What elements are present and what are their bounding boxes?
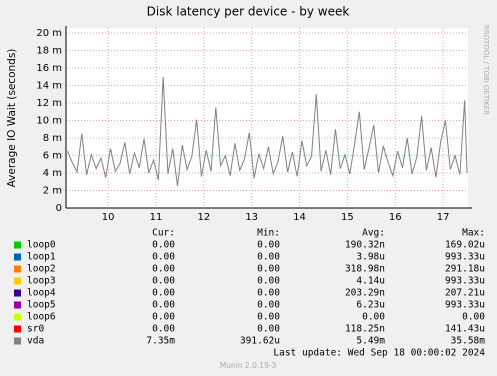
y-tick-label: 8 m: [43, 133, 62, 144]
legend-name: loop5: [27, 300, 56, 311]
legend-value: 0.00: [257, 300, 280, 311]
legend-swatch: [14, 289, 21, 297]
legend-name: loop6: [27, 312, 56, 323]
legend-name: loop4: [27, 288, 56, 299]
column-header: Cur:: [152, 228, 175, 239]
legend-value: 0.00: [257, 252, 280, 263]
legend-name: loop1: [27, 252, 56, 263]
legend-value: 0.00: [152, 300, 175, 311]
legend-value: 0.00: [362, 312, 385, 323]
x-tick-label: 17: [437, 212, 450, 223]
y-tick-label: 18 m: [36, 46, 62, 57]
legend-value: 3.98u: [356, 252, 385, 263]
legend-value: 0.00: [257, 312, 280, 323]
y-tick-label: 14 m: [36, 81, 62, 92]
legend-value: 203.29n: [345, 288, 385, 299]
y-tick-label: 6 m: [43, 151, 62, 162]
legend-swatch: [14, 313, 21, 321]
footer: Munin 2.0.19-3: [220, 361, 277, 370]
legend-value: 0.00: [257, 240, 280, 251]
chart-title: Disk latency per device - by week: [147, 5, 350, 19]
legend-value: 35.58m: [451, 336, 486, 347]
legend-value: 169.02u: [445, 240, 485, 251]
legend-value: 0.00: [152, 324, 175, 335]
y-tick-label: 10 m: [36, 116, 62, 127]
x-tick-label: 10: [102, 212, 115, 223]
legend-value: 141.43u: [445, 324, 485, 335]
legend-value: 7.35m: [146, 336, 175, 347]
legend-value: 391.62u: [240, 336, 280, 347]
column-header: Max:: [462, 228, 485, 239]
legend-value: 993.33u: [445, 300, 485, 311]
column-header: Min:: [257, 228, 280, 239]
legend-value: 0.00: [152, 288, 175, 299]
legend-value: 118.25n: [345, 324, 385, 335]
legend-value: 0.00: [152, 312, 175, 323]
y-tick-label: 20 m: [36, 28, 62, 39]
legend-name: loop2: [27, 264, 56, 275]
x-tick-label: 12: [197, 212, 210, 223]
series-line: [66, 76, 468, 187]
watermark: RRDTOOL / TOBI OETIKER: [482, 25, 490, 115]
legend-swatch: [14, 265, 21, 273]
plot-area: [66, 28, 468, 208]
legend-value: 993.33u: [445, 276, 485, 287]
legend-value: 0.00: [257, 324, 280, 335]
legend-value: 0.00: [152, 252, 175, 263]
y-tick-label: 16 m: [36, 63, 62, 74]
legend-value: 0.00: [152, 276, 175, 287]
legend-value: 4.14u: [356, 276, 385, 287]
x-tick-label: 13: [245, 212, 258, 223]
y-tick-label: 0: [56, 203, 62, 214]
x-tick-label: 14: [293, 212, 306, 223]
last-update: Last update: Wed Sep 18 00:00:02 2024: [273, 348, 485, 359]
legend-swatch: [14, 277, 21, 285]
legend-swatch: [14, 301, 21, 309]
x-tick-label: 15: [341, 212, 354, 223]
legend-value: 993.33u: [445, 252, 485, 263]
legend-name: loop0: [27, 240, 56, 251]
legend-swatch: [14, 337, 21, 345]
y-tick-label: 4 m: [43, 168, 62, 179]
legend-value: 0.00: [462, 312, 485, 323]
x-tick-label: 16: [389, 212, 402, 223]
legend-value: 5.49m: [356, 336, 385, 347]
legend-name: vda: [27, 336, 44, 347]
column-header: Avg:: [362, 228, 385, 239]
legend-value: 0.00: [257, 264, 280, 275]
legend-value: 0.00: [257, 288, 280, 299]
y-axis-label: Average IO Wait (seconds): [6, 49, 18, 188]
legend-swatch: [14, 325, 21, 333]
legend-value: 207.21u: [445, 288, 485, 299]
legend-value: 318.98n: [345, 264, 385, 275]
x-tick-label: 11: [150, 212, 163, 223]
legend-value: 190.32n: [345, 240, 385, 251]
y-tick-label: 12 m: [36, 98, 62, 109]
legend-name: sr0: [27, 324, 44, 335]
legend-value: 0.00: [152, 240, 175, 251]
legend-value: 0.00: [257, 276, 280, 287]
legend-value: 0.00: [152, 264, 175, 275]
legend-swatch: [14, 241, 21, 249]
y-tick-label: 2 m: [43, 186, 62, 197]
legend-swatch: [14, 253, 21, 261]
legend-name: loop3: [27, 276, 56, 287]
legend-value: 291.18u: [445, 264, 485, 275]
legend-value: 6.23u: [356, 300, 385, 311]
